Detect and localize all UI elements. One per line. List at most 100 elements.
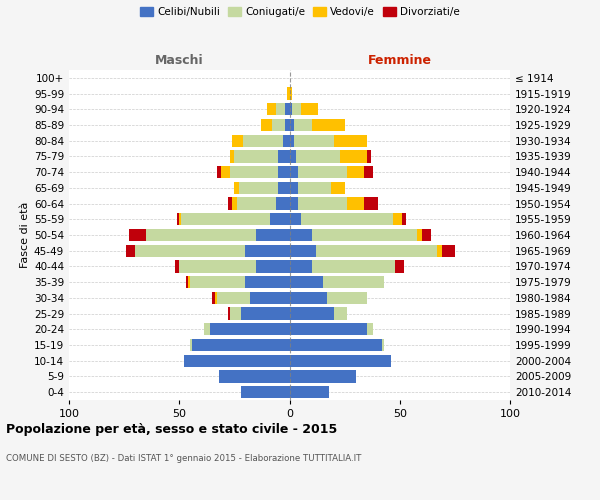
Bar xyxy=(290,386,329,398)
Bar xyxy=(146,229,256,241)
Bar xyxy=(186,276,188,288)
Bar xyxy=(290,134,294,147)
Bar xyxy=(437,244,442,257)
Bar xyxy=(290,260,311,272)
Bar xyxy=(232,134,243,147)
Bar xyxy=(290,292,327,304)
Bar xyxy=(290,339,382,351)
Bar xyxy=(340,150,367,162)
Bar xyxy=(278,182,290,194)
Bar xyxy=(367,323,373,336)
Bar xyxy=(395,260,404,272)
Bar xyxy=(245,244,290,257)
Bar xyxy=(301,103,318,116)
Text: Popolazione per età, sesso e stato civile - 2015: Popolazione per età, sesso e stato civil… xyxy=(6,422,337,436)
Bar xyxy=(235,182,239,194)
Bar xyxy=(283,134,290,147)
Bar xyxy=(215,292,217,304)
Bar xyxy=(442,244,455,257)
Bar xyxy=(290,88,292,100)
Bar xyxy=(230,308,241,320)
Bar xyxy=(364,198,378,209)
Bar xyxy=(217,292,250,304)
Bar xyxy=(230,166,278,178)
Bar xyxy=(311,260,395,272)
Bar xyxy=(269,213,290,226)
Bar xyxy=(364,166,373,178)
Bar xyxy=(290,276,323,288)
Bar xyxy=(301,213,393,226)
Bar xyxy=(217,166,221,178)
Bar xyxy=(290,198,298,209)
Bar xyxy=(290,229,311,241)
Bar xyxy=(285,119,290,131)
Bar xyxy=(393,213,402,226)
Bar xyxy=(316,244,437,257)
Bar xyxy=(298,166,347,178)
Bar xyxy=(290,119,294,131)
Bar xyxy=(188,276,190,288)
Bar xyxy=(236,198,276,209)
Bar xyxy=(256,229,290,241)
Legend: Celibi/Nubili, Coniugati/e, Vedovi/e, Divorziati/e: Celibi/Nubili, Coniugati/e, Vedovi/e, Di… xyxy=(139,5,461,20)
Bar xyxy=(287,88,290,100)
Bar xyxy=(268,103,276,116)
Text: Femmine: Femmine xyxy=(368,54,432,68)
Bar xyxy=(184,354,290,367)
Bar xyxy=(243,134,283,147)
Bar xyxy=(276,103,285,116)
Bar xyxy=(190,276,245,288)
Bar xyxy=(294,119,311,131)
Bar xyxy=(382,339,385,351)
Bar xyxy=(290,166,298,178)
Bar xyxy=(228,308,230,320)
Bar xyxy=(290,150,296,162)
Bar xyxy=(190,339,193,351)
Bar xyxy=(422,229,431,241)
Bar xyxy=(175,260,179,272)
Bar xyxy=(261,119,272,131)
Bar xyxy=(347,166,364,178)
Bar xyxy=(177,213,179,226)
Bar xyxy=(179,213,181,226)
Bar xyxy=(245,276,290,288)
Bar xyxy=(290,323,367,336)
Bar xyxy=(241,386,290,398)
Text: Maschi: Maschi xyxy=(155,54,203,68)
Bar xyxy=(256,260,290,272)
Bar xyxy=(221,166,230,178)
Bar xyxy=(402,213,406,226)
Bar xyxy=(285,103,290,116)
Bar xyxy=(294,134,334,147)
Bar xyxy=(276,198,290,209)
Bar xyxy=(235,150,278,162)
Bar xyxy=(230,150,235,162)
Bar xyxy=(232,198,236,209)
Bar xyxy=(418,229,422,241)
Bar xyxy=(290,213,301,226)
Y-axis label: Fasce di età: Fasce di età xyxy=(20,202,30,268)
Bar xyxy=(298,198,347,209)
Bar xyxy=(331,182,344,194)
Bar xyxy=(278,150,290,162)
Bar xyxy=(290,244,316,257)
Bar xyxy=(298,182,331,194)
Bar xyxy=(347,198,364,209)
Text: COMUNE DI SESTO (BZ) - Dati ISTAT 1° gennaio 2015 - Elaborazione TUTTITALIA.IT: COMUNE DI SESTO (BZ) - Dati ISTAT 1° gen… xyxy=(6,454,361,463)
Bar xyxy=(323,276,385,288)
Bar xyxy=(290,308,334,320)
Bar xyxy=(135,244,245,257)
Bar xyxy=(210,323,290,336)
Bar xyxy=(219,370,290,382)
Bar xyxy=(128,229,146,241)
Bar xyxy=(327,292,367,304)
Bar xyxy=(290,370,356,382)
Bar xyxy=(290,103,292,116)
Bar xyxy=(239,182,278,194)
Bar xyxy=(127,244,135,257)
Bar xyxy=(334,308,347,320)
Bar xyxy=(272,119,285,131)
Bar xyxy=(250,292,290,304)
Bar xyxy=(193,339,290,351)
Bar xyxy=(290,182,298,194)
